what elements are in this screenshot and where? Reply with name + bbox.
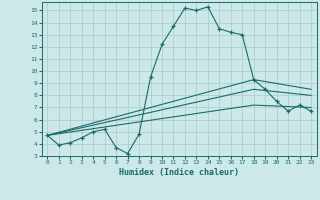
X-axis label: Humidex (Indice chaleur): Humidex (Indice chaleur) bbox=[119, 168, 239, 177]
